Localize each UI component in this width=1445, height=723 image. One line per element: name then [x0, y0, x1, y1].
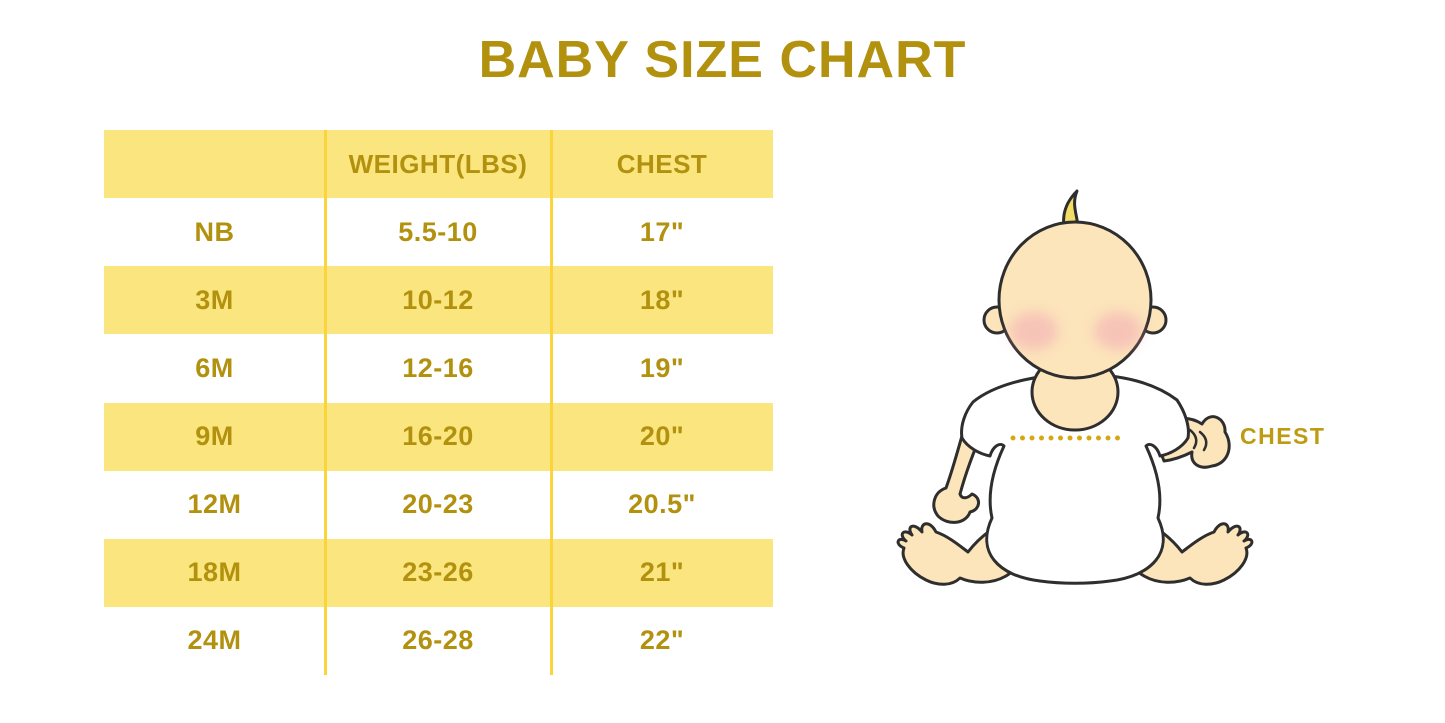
table-header-row: WEIGHT(LBS) CHEST: [104, 130, 773, 199]
chest-cell: 19": [639, 352, 685, 383]
table-row-nb: NB 5.5-10 17": [104, 198, 773, 266]
page-title: BABY SIZE CHART: [478, 31, 967, 89]
size-chart-table: WEIGHT(LBS) CHEST NB 5.5-10 17" 3M 10-12…: [104, 130, 773, 675]
table-row-9m: 9M 16-20 20": [104, 402, 773, 471]
size-cell: 6M: [195, 352, 234, 383]
weight-cell: 16-20: [402, 421, 474, 452]
baby-head: [997, 220, 1153, 380]
size-cell: NB: [194, 216, 235, 247]
table-row-24m: 24M 26-28 22": [104, 607, 773, 675]
chest-cell: 20.5": [628, 489, 696, 520]
baby-torso: [960, 372, 1190, 585]
column-separator-1: [324, 130, 327, 675]
table-row-6m: 6M 12-16 19": [104, 334, 773, 402]
table-row-12m: 12M 20-23 20.5": [104, 471, 773, 539]
header-chest-cell: CHEST: [616, 148, 708, 179]
chest-cell: 18": [639, 284, 685, 315]
table-row-3m: 3M 10-12 18": [104, 266, 773, 335]
weight-cell: 12-16: [402, 352, 474, 383]
baby-illustration: [870, 180, 1350, 610]
size-cell: 3M: [195, 284, 234, 315]
column-separator-2: [550, 130, 553, 675]
header-size-cell: [104, 130, 325, 198]
chest-label: CHEST: [1240, 423, 1326, 449]
chest-cell: 17": [639, 216, 685, 247]
weight-cell: 20-23: [402, 489, 474, 520]
baby-cheek-left: [1010, 312, 1058, 350]
header-weight-cell: WEIGHT(LBS): [348, 148, 528, 179]
baby-fist-knuckles: [1188, 428, 1208, 452]
weight-cell: 23-26: [402, 557, 474, 588]
baby-cheek-right: [1094, 312, 1142, 350]
chest-cell: 22": [639, 625, 685, 656]
table-row-18m: 18M 23-26 21": [104, 538, 773, 607]
size-cell: 12M: [187, 489, 242, 520]
chest-cell: 21": [639, 557, 685, 588]
size-cell: 18M: [187, 557, 242, 588]
size-cell: 24M: [187, 625, 242, 656]
chest-cell: 20": [639, 421, 685, 452]
weight-cell: 10-12: [402, 284, 474, 315]
size-cell: 9M: [195, 421, 234, 452]
weight-cell: 5.5-10: [398, 216, 478, 247]
weight-cell: 26-28: [402, 625, 474, 656]
